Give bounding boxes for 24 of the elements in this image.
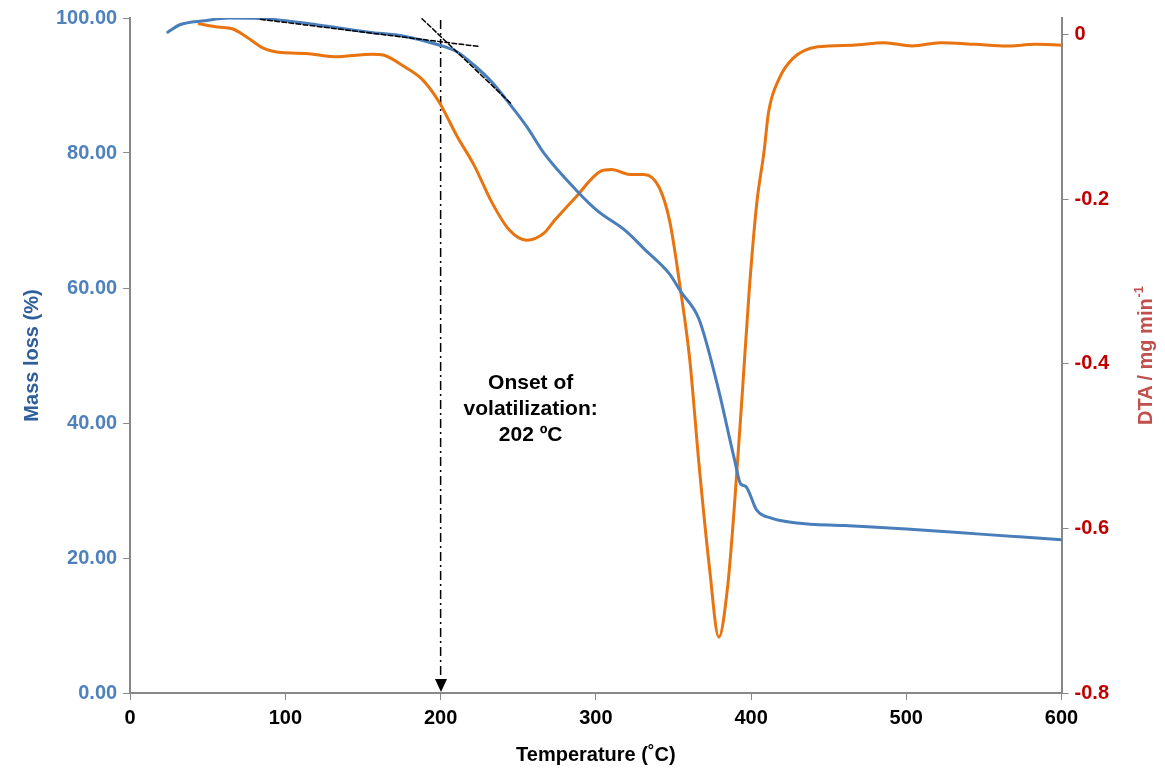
y-axis-title: Mass loss (%) — [19, 289, 42, 422]
x-tick-label: 0 — [124, 705, 136, 728]
y-tick-label: 0.00 — [78, 680, 118, 703]
x-tick-label: 100 — [268, 705, 303, 728]
x-axis-title: Temperature (˚C) — [516, 742, 676, 765]
y-tick-label: 60.00 — [67, 275, 118, 298]
annotation: Onset of volatilization: 202 ºC — [463, 370, 598, 446]
y2-axis-title: DTA / mg min-1 — [1130, 286, 1156, 425]
y2-tick-label: -0.4 — [1074, 351, 1110, 374]
line-series — [197, 22, 1062, 639]
y-tick-label: 20.00 — [67, 545, 118, 568]
y-tick-label: 100.00 — [56, 5, 118, 28]
y2-tick-label: -0.6 — [1074, 515, 1110, 538]
x-tick-label: 600 — [1044, 705, 1079, 728]
y-tick-label: 40.00 — [67, 410, 118, 433]
y2-tick-label: -0.8 — [1074, 680, 1110, 703]
line-series — [166, 18, 1062, 542]
y2-tick-label: 0 — [1074, 21, 1086, 44]
y2-tick-label: -0.2 — [1074, 186, 1110, 209]
x-tick-label: 300 — [579, 705, 613, 728]
y-tick-label: 80.00 — [67, 140, 118, 163]
x-tick-label: 500 — [889, 705, 923, 728]
x-tick-label: 400 — [734, 705, 768, 728]
x-tick-label: 200 — [423, 705, 458, 728]
